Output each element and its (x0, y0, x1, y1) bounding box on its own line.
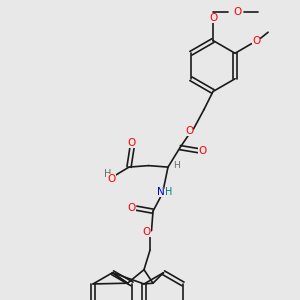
Text: O: O (209, 13, 217, 23)
Text: O: O (252, 36, 260, 46)
Text: H: H (104, 169, 111, 179)
Text: O: O (198, 146, 207, 156)
Text: O: O (142, 227, 151, 237)
Text: O: O (128, 138, 136, 148)
Text: H: H (165, 187, 172, 197)
Text: O: O (185, 126, 193, 136)
Text: H: H (173, 161, 180, 170)
Text: O: O (107, 173, 116, 184)
Text: N: N (157, 187, 164, 197)
Text: O: O (233, 7, 242, 17)
Text: O: O (127, 202, 136, 213)
